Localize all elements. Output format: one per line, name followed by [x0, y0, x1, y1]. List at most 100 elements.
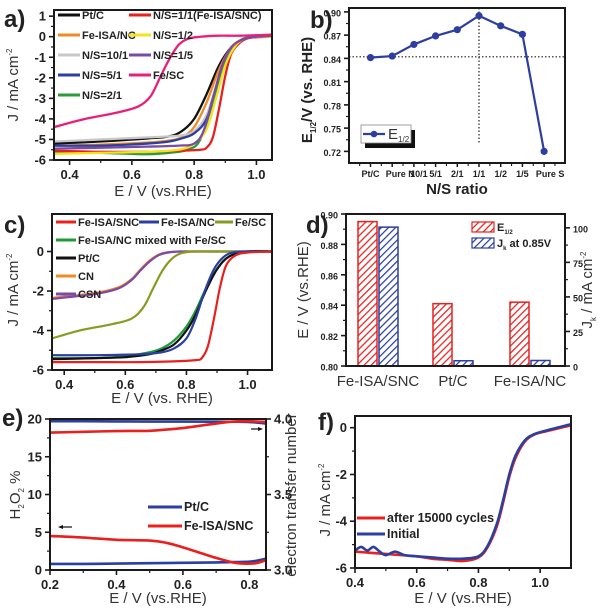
series-line-initial — [356, 423, 570, 561]
data-point — [497, 22, 505, 30]
legend-label: Pt/C — [184, 500, 209, 514]
series-line-pt-c — [53, 250, 271, 361]
y-axis-title: H2O2 % — [7, 471, 26, 520]
x-tick-label: 10/1 — [410, 169, 428, 179]
y-tick-label: 10 — [28, 487, 42, 502]
y-tick-label: 1 — [39, 9, 46, 24]
legend-label: after 15000 cycles — [387, 511, 494, 525]
y-tick-label: 0.82 — [320, 332, 338, 342]
y-tick-label: 100 — [573, 224, 588, 234]
legend-label: Pt/C — [78, 253, 100, 265]
panel-b: b) 0.72 0.75 0.78 0.81 0.84 0.87 0.90 Pt/C Pure N… — [299, 7, 566, 198]
legend-swatch-e12 — [471, 221, 495, 233]
x-tick-label: 0.8 — [185, 167, 203, 182]
x-tick-label: Pt/C — [362, 169, 381, 179]
x-tick-label: 1.0 — [239, 377, 257, 392]
title-part: O — [7, 493, 24, 505]
legend-marker — [370, 130, 378, 138]
legend-label: Fe-ISA/NC — [82, 30, 136, 42]
panel-letter-c: c) — [4, 212, 25, 239]
y-tick-label: 0.84 — [320, 302, 338, 312]
data-point — [410, 40, 418, 49]
title-part: 1/2 — [309, 121, 318, 133]
legend-label: Fe-ISA/NC mixed with Fe/SC — [78, 235, 226, 247]
y-tick-label: 0 — [340, 420, 347, 435]
panel-letter-b: b) — [310, 7, 333, 34]
panel-e: e) 0.2 0.4 0.6 0.8 0 5 10 15 20 3.0 3.5 4.0 E / V (vs… — [2, 405, 300, 607]
y-tick-label: -4 — [32, 323, 44, 338]
x-tick-label: 0.4 — [61, 167, 80, 182]
title-part: 2 — [17, 488, 26, 493]
legend-label: E1/2 — [497, 222, 513, 236]
data-point — [540, 147, 548, 155]
data-point — [432, 32, 440, 40]
y2-axis-title: electron transfer number — [283, 413, 300, 576]
title-part: E — [299, 133, 316, 143]
y-tick-label: -6 — [335, 561, 347, 576]
legend-label: Initial — [387, 527, 420, 541]
y-tick-label: -4 — [335, 514, 347, 529]
plot-frame — [49, 418, 267, 571]
legend-label: N/S=2/1 — [82, 90, 122, 102]
y-tick-label: 0.90 — [320, 211, 338, 221]
y-tick-label: 0.75 — [323, 125, 341, 135]
legend-sub: k — [503, 246, 507, 252]
x-tick-label: Pure S — [536, 169, 565, 179]
y-tick-label: -1 — [34, 50, 46, 65]
x-tick-label: 0.6 — [116, 377, 134, 392]
y-tick-label: -6 — [34, 153, 46, 168]
y-tick-label: -4 — [34, 111, 46, 126]
series-line-fe-isa-snc — [53, 250, 271, 364]
x-tick-label: 0.4 — [107, 577, 126, 592]
legend-label: N/S=10/1 — [82, 50, 128, 62]
x-tick-label: 0.4 — [346, 575, 365, 590]
legend-swatch-jk — [471, 237, 495, 249]
y-tick-label: 0 — [573, 363, 578, 373]
x-axis-title: E / V (vs.RHE) — [114, 183, 212, 200]
y-tick-label: -2 — [34, 70, 46, 85]
plot-frame — [51, 213, 273, 371]
x-tick-label: 0.6 — [408, 575, 426, 590]
series-line-fe-isa-snc-n- — [51, 420, 265, 434]
x-tick-label: 0.6 — [174, 577, 192, 592]
panel-letter-d: d) — [306, 212, 329, 239]
y-tick-label: 0.86 — [320, 271, 338, 281]
legend-label: Fe/SC — [153, 70, 184, 82]
y-tick-label: 75 — [573, 259, 583, 269]
y-tick-label: 0.80 — [320, 363, 338, 373]
series-line-csn — [53, 250, 271, 300]
x-axis-title: E / V (vs. RHE) — [111, 390, 213, 407]
legend-label-sub: 1/2 — [398, 135, 410, 144]
data-point — [518, 30, 527, 38]
series-line-pt-c — [51, 557, 265, 566]
y-tick-label: -2 — [335, 467, 347, 482]
y2-axis-title: Jk / mA cm-2 — [579, 251, 598, 329]
y-axis-title: E / V (vs.RHE) — [295, 241, 312, 339]
y-tick-label: 0 — [39, 29, 46, 44]
bar-jk — [378, 226, 399, 367]
y-tick-label: 5 — [35, 525, 42, 540]
y-tick-label: 0.88 — [320, 241, 338, 251]
x-tick-label: 0.8 — [469, 575, 487, 590]
legend-rest: at 0.85V — [506, 238, 551, 250]
y-tick-label: 0.87 — [323, 32, 341, 42]
title-part: J / mA cm — [5, 56, 22, 122]
title-part: /V (vs. RHE) — [299, 37, 316, 122]
legend-label: Fe-ISA/NC — [161, 217, 215, 229]
series-line-fe-sc — [53, 250, 271, 340]
y-tick-label: -2 — [32, 284, 44, 299]
title-part: electron transfer number — [283, 413, 300, 576]
y-tick-label: 0 — [37, 244, 44, 259]
legend-label: N/S=1/1(Fe-ISA/SNC) — [153, 10, 262, 22]
y-tick-label: 0 — [35, 563, 42, 578]
legend-label: CSN — [78, 289, 101, 301]
arrow-left-icon — [58, 525, 63, 529]
x-tick-label: 0.8 — [177, 377, 195, 392]
bar-e12 — [357, 220, 378, 367]
panel-f: f) 0.4 0.6 0.8 1.0 0 -2 -4 -6 E / V (vs.RHE) J / m… — [317, 409, 572, 607]
x-tick-label: Pt/C — [438, 373, 467, 390]
x-tick-label: 0.6 — [123, 167, 141, 182]
x-tick-label: 1/2 — [494, 169, 507, 179]
series-line-n-s-1-5 — [55, 34, 271, 150]
